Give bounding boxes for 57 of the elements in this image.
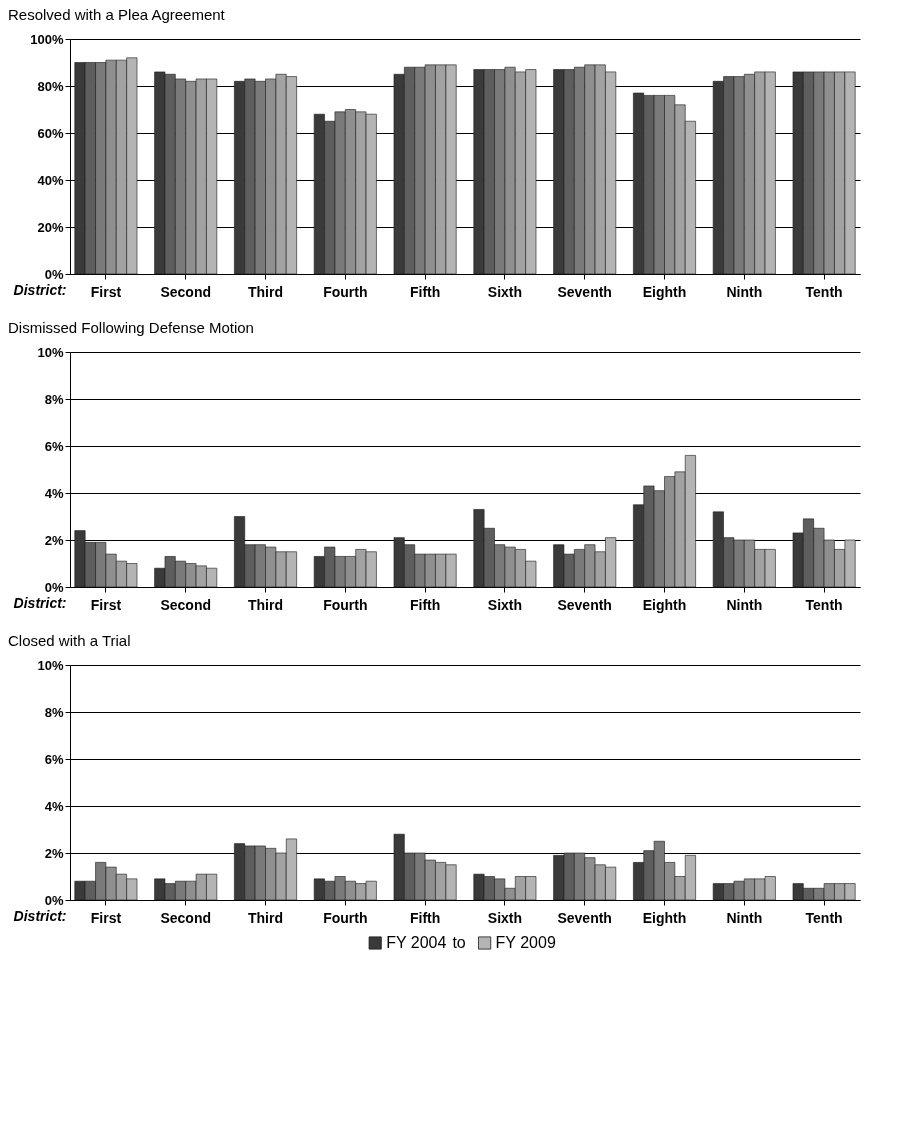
x-tick-label: Sixth xyxy=(487,596,523,613)
x-tick-label: Fifth xyxy=(409,283,441,300)
x-tick-label: Second xyxy=(160,596,211,613)
y-tick-label: 80% xyxy=(37,78,64,94)
x-tick-label: Seventh xyxy=(557,909,612,926)
x-tick-label: Sixth xyxy=(487,909,523,926)
chart-title: Resolved with a Plea Agreement xyxy=(8,6,226,23)
y-tick-label: 100% xyxy=(30,31,64,47)
x-tick-label: First xyxy=(90,596,122,613)
x-tick-label: Eighth xyxy=(642,283,687,300)
x-tick-label: Third xyxy=(248,909,284,926)
y-tick-label: 4% xyxy=(44,485,64,501)
x-tick-label: Eighth xyxy=(642,596,687,613)
y-tick-label: 0% xyxy=(44,892,64,908)
x-tick-label: Fifth xyxy=(409,909,441,926)
legend-label: FY 2009 xyxy=(495,934,556,951)
legend-label: FY 2004 xyxy=(386,934,447,951)
x-tick-label: Sixth xyxy=(487,283,523,300)
x-tick-label: Third xyxy=(248,596,284,613)
x-tick-label: Tenth xyxy=(805,283,843,300)
y-tick-label: 10% xyxy=(37,657,64,673)
x-tick-label: Ninth xyxy=(726,596,763,613)
y-tick-label: 6% xyxy=(44,751,64,767)
y-tick-label: 4% xyxy=(44,798,64,814)
y-tick-label: 2% xyxy=(44,532,64,548)
x-tick-label: Fourth xyxy=(323,909,368,926)
x-tick-label: Tenth xyxy=(805,909,843,926)
x-axis-title: District: xyxy=(13,907,67,924)
y-tick-label: 0% xyxy=(44,266,64,282)
y-tick-label: 8% xyxy=(44,391,64,407)
x-tick-label: Fourth xyxy=(323,596,368,613)
y-tick-label: 2% xyxy=(44,845,64,861)
x-tick-label: Ninth xyxy=(726,283,763,300)
chart-title: Closed with a Trial xyxy=(8,632,131,649)
x-axis-title: District: xyxy=(13,594,67,611)
text: to xyxy=(452,934,466,951)
y-tick-label: 20% xyxy=(37,219,64,235)
x-tick-label: Seventh xyxy=(557,596,612,613)
x-tick-label: Second xyxy=(160,909,211,926)
x-tick-label: Fourth xyxy=(323,283,368,300)
x-tick-label: Fifth xyxy=(409,596,441,613)
y-tick-label: 10% xyxy=(37,344,64,360)
x-axis-title: District: xyxy=(13,281,67,298)
x-tick-label: First xyxy=(90,909,122,926)
x-tick-label: Third xyxy=(248,283,284,300)
chart-title: Dismissed Following Defense Motion xyxy=(8,319,254,336)
y-tick-label: 60% xyxy=(37,125,64,141)
y-tick-label: 8% xyxy=(44,704,64,720)
x-tick-label: Tenth xyxy=(805,596,843,613)
x-tick-label: First xyxy=(90,283,122,300)
x-tick-label: Eighth xyxy=(642,909,687,926)
x-tick-label: Seventh xyxy=(557,283,612,300)
y-tick-label: 40% xyxy=(37,172,64,188)
x-tick-label: Second xyxy=(160,283,211,300)
x-tick-label: Ninth xyxy=(726,909,763,926)
y-tick-label: 0% xyxy=(44,579,64,595)
y-tick-label: 6% xyxy=(44,438,64,454)
